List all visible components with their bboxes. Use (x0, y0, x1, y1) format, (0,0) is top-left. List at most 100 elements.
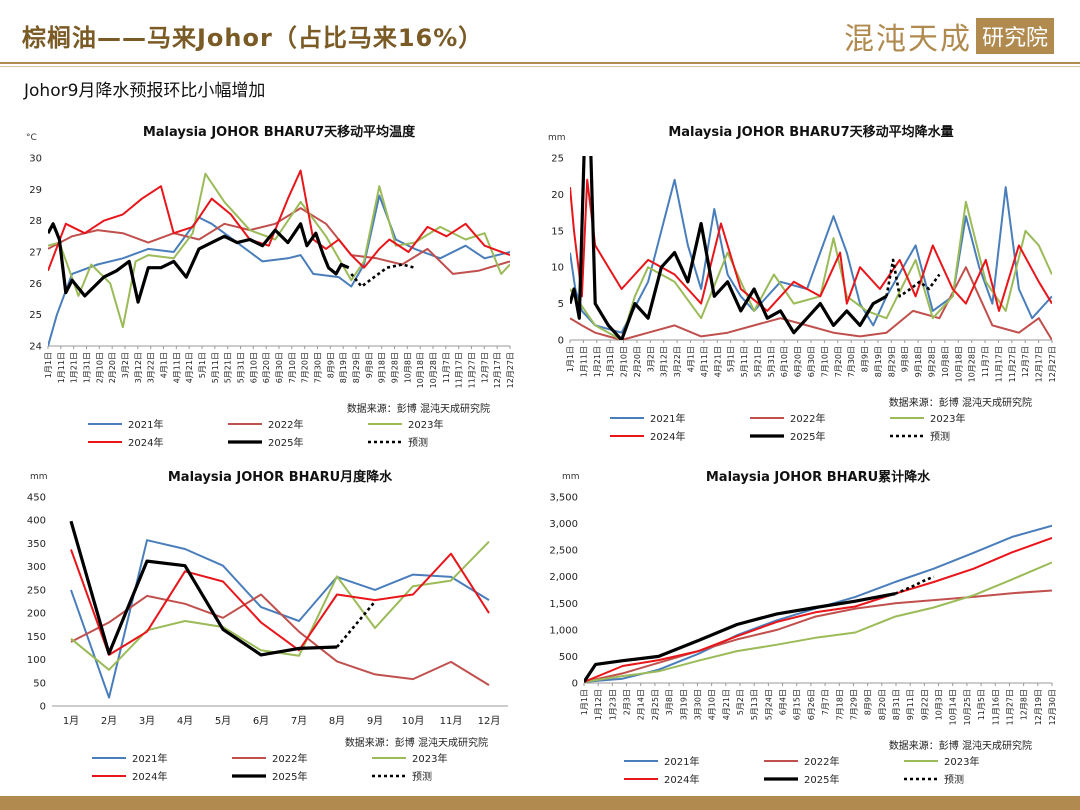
x-tick-label: 2月20日 (633, 346, 642, 377)
x-tick-label: 9月28日 (391, 352, 400, 383)
x-tick-label: 7月7日 (821, 689, 830, 715)
monthly-rain-chart: Malaysia JOHOR BHARU月度降水 mm 0 50 100 150 200 25… (27, 469, 508, 783)
legend-label: 2021年 (664, 755, 699, 768)
x-tick-label: 1月12日 (594, 689, 603, 720)
x-tick-label: 5月11日 (211, 352, 220, 383)
x-tick-label: 10月8日 (941, 346, 950, 377)
x-tick-label: 7月20日 (301, 352, 310, 383)
x-tick-label: 3月19日 (679, 689, 688, 720)
logo-text: 混沌天成 (843, 22, 972, 57)
x-tick-label: 1月11日 (579, 346, 588, 377)
x-tick-label: 4月 (177, 715, 193, 727)
x-tick-label: 8月19日 (874, 346, 883, 377)
x-tick-label: 2月14日 (637, 689, 646, 720)
x-tick-label: 3月 (139, 715, 155, 727)
x-tick-label: 8月9日 (861, 346, 870, 372)
x-tick-label: 5月31日 (237, 352, 246, 383)
x-tick-label: 5月24日 (764, 689, 773, 720)
series-line-预测 (894, 575, 935, 595)
legend-label: 预测 (930, 430, 950, 443)
x-tick-label: 8月9日 (864, 689, 873, 715)
chart-panel-monthly: Malaysia JOHOR BHARU月度降水 mm 0 50 100 150 200 25… (0, 455, 540, 795)
page-subtitle: Johor9月降水预报环比小幅增加 (24, 81, 266, 101)
series-line-2022年 (584, 589, 1052, 683)
x-tick-label: 3月22日 (147, 352, 156, 383)
x-tick-label: 7月29日 (849, 689, 858, 720)
legend-label: 2022年 (804, 755, 839, 768)
y-tick-label: 400 (27, 516, 46, 527)
legend-label: 2023年 (930, 412, 965, 425)
x-tick-label: 5月11日 (740, 346, 749, 377)
legend-label: 2025年 (804, 773, 839, 786)
x-tick-label: 5月31日 (767, 346, 776, 377)
x-tick-label: 1月11日 (57, 352, 66, 383)
legend-label: 2025年 (790, 430, 825, 443)
x-tick-label: 11月5日 (977, 689, 986, 720)
series-line-2024年 (70, 549, 490, 656)
series-line-预测 (885, 258, 941, 298)
x-tick-label: 12月27日 (1048, 346, 1057, 382)
y-tick-label: 250 (27, 585, 46, 596)
data-source: 数据来源：彭博 混沌天成研究院 (347, 402, 490, 415)
series-line-2021年 (48, 194, 510, 346)
y-axis-unit: mm (30, 472, 48, 482)
x-tick-label: 5月13日 (750, 689, 759, 720)
x-tick-label: 4月11日 (172, 352, 181, 383)
y-tick-label: 28 (29, 216, 42, 227)
y-tick-label: 29 (29, 185, 42, 196)
data-source: 数据来源：彭博 混沌天成研究院 (889, 739, 1032, 752)
logo-box: 研究院 (975, 18, 1054, 54)
footer-bar (0, 796, 1080, 810)
legend-label: 2022年 (790, 412, 825, 425)
x-tick-label: 1月1日 (44, 352, 53, 378)
legend-label: 2021年 (132, 752, 167, 765)
y-axis-unit: mm (562, 472, 580, 482)
y-tick-label: 3,500 (549, 493, 578, 504)
x-tick-label: 3月30日 (693, 689, 702, 720)
x-tick-label: 11月27日 (1008, 346, 1017, 382)
x-tick-label: 9月18日 (914, 346, 923, 377)
x-tick-label: 8月20日 (878, 689, 887, 720)
x-tick-label: 12月17日 (493, 352, 502, 388)
y-tick-label: 10 (551, 263, 564, 274)
x-tick-label: 8月31日 (892, 689, 901, 720)
legend-label: 2023年 (412, 752, 447, 765)
series-line-2025年 (48, 222, 350, 304)
x-tick-label: 6月30日 (807, 346, 816, 377)
x-tick-label: 7月20日 (834, 346, 843, 377)
x-tick-label: 8月 (329, 715, 345, 727)
x-tick-label: 3月22日 (673, 346, 682, 377)
y-tick-label: 0 (572, 679, 578, 690)
brand-logo: 混沌天成 研究院 (844, 14, 1054, 58)
page-title: 棕榈油——马来Johor（占比马来16%） (22, 24, 484, 52)
legend-label: 预测 (412, 770, 432, 783)
x-tick-label: 8月9日 (326, 352, 335, 378)
legend-label: 2021年 (128, 418, 163, 431)
chart-title: Malaysia JOHOR BHARU7天移动平均温度 (143, 124, 416, 140)
x-tick-label: 1月23日 (608, 689, 617, 720)
x-tick-label: 11月7日 (442, 352, 451, 383)
x-tick-label: 4月11日 (700, 346, 709, 377)
x-tick-label: 2月10日 (620, 346, 629, 377)
y-tick-label: 24 (29, 342, 42, 353)
x-tick-label: 6月26日 (807, 689, 816, 720)
series-line-2025年 (69, 520, 338, 657)
series-line-2021年 (570, 178, 1052, 334)
x-tick-label: 3月12日 (660, 346, 669, 377)
y-tick-label: 200 (27, 609, 46, 620)
x-tick-label: 1月31日 (606, 346, 615, 377)
series-line-2024年 (584, 536, 1052, 683)
series-line-2025年 (584, 592, 896, 683)
x-tick-label: 9月8日 (365, 352, 374, 378)
data-source: 数据来源：彭博 混沌天成研究院 (345, 736, 488, 749)
x-tick-label: 12月8日 (1020, 689, 1029, 720)
series-line-2022年 (570, 266, 1052, 340)
y-tick-label: 150 (27, 632, 46, 643)
x-tick-label: 12月30日 (1048, 689, 1057, 725)
legend-label: 2024年 (650, 430, 685, 443)
y-tick-label: 2,500 (549, 546, 578, 557)
y-axis-unit: °C (26, 133, 37, 143)
x-tick-label: 10月14日 (949, 689, 958, 725)
y-tick-label: 500 (559, 652, 578, 663)
x-tick-label: 6月30日 (275, 352, 284, 383)
